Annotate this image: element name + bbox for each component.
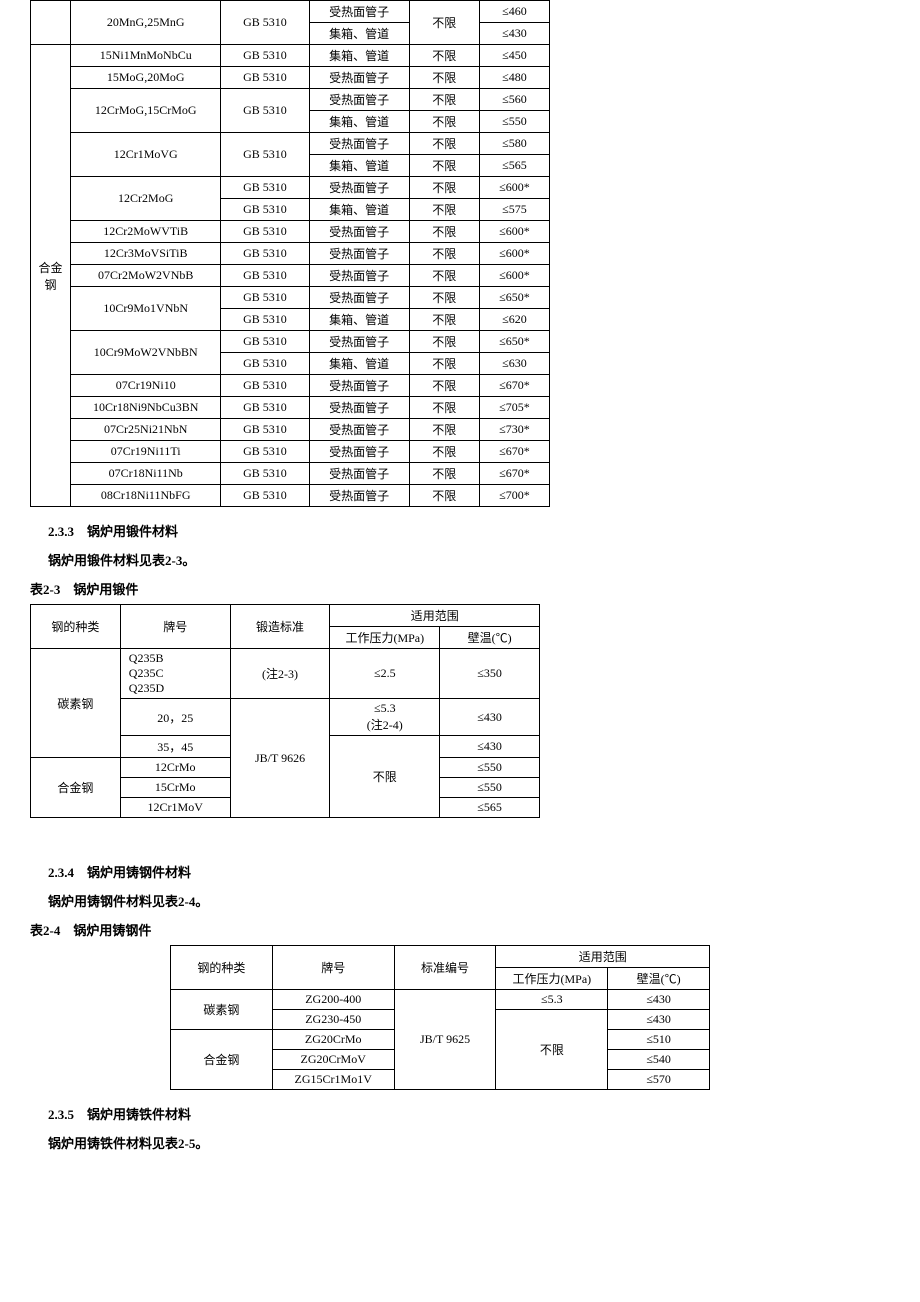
press-cell: ≤2.5 [330, 649, 440, 699]
table-row: 07Cr18Ni11Nb GB 5310 受热面管子 不限 ≤670* [31, 463, 550, 485]
temp-cell: ≤350 [440, 649, 540, 699]
th-standard: 锻造标准 [230, 605, 330, 649]
th-scope: 适用范围 [330, 605, 540, 627]
th-temp: 壁温(℃) [440, 627, 540, 649]
table-row: 10Cr18Ni9NbCu3BN GB 5310 受热面管子 不限 ≤705* [31, 397, 550, 419]
std-cell: JB/T 9625 [394, 990, 496, 1090]
section-heading-235: 2.3.5 锅炉用铸铁件材料 [48, 1104, 920, 1123]
temp-cell: ≤460 [479, 1, 549, 23]
table-header-row: 钢的种类 牌号 锻造标准 适用范围 [31, 605, 540, 627]
castings-table: 钢的种类 牌号 标准编号 适用范围 工作压力(MPa) 壁温(℃) 碳素钢 ZG… [170, 945, 710, 1090]
std-cell: GB 5310 [221, 1, 309, 45]
table-row: 12CrMoG,15CrMoG GB 5310 受热面管子 不限 ≤560 [31, 89, 550, 111]
table-row: 07Cr25Ni21NbN GB 5310 受热面管子 不限 ≤730* [31, 419, 550, 441]
press-cell: 不限 [496, 1010, 608, 1090]
grade-cell: ZG200-400 [272, 990, 394, 1010]
table-row: 10Cr9Mo1VNbN GB 5310 受热面管子 不限 ≤650* [31, 287, 550, 309]
table-header-row: 钢的种类 牌号 标准编号 适用范围 [171, 946, 710, 968]
table-row: 07Cr19Ni10 GB 5310 受热面管子 不限 ≤670* [31, 375, 550, 397]
grade-cell: 20MnG,25MnG [71, 1, 221, 45]
table2-caption: 表2-3 锅炉用锻件 [30, 579, 920, 598]
temp-cell: ≤450 [479, 45, 549, 67]
grade-cell: 15Ni1MnMoNbCu [71, 45, 221, 67]
temp-cell: ≤430 [479, 23, 549, 45]
section-heading-234: 2.3.4 锅炉用铸钢件材料 [48, 862, 920, 881]
th-pressure: 工作压力(MPa) [496, 968, 608, 990]
section-text-234: 锅炉用铸钢件材料见表2-4。 [48, 891, 920, 910]
materials-table-1: 20MnG,25MnG GB 5310 受热面管子 不限 ≤460 集箱、管道 … [30, 0, 550, 507]
category-cell: 合金钢 [31, 45, 71, 507]
table-row: 15MoG,20MoG GB 5310 受热面管子 不限 ≤480 [31, 67, 550, 89]
part-cell: 集箱、管道 [309, 45, 409, 67]
press-cell: 不限 [409, 45, 479, 67]
th-category: 钢的种类 [171, 946, 273, 990]
std-cell: (注2-3) [230, 649, 330, 699]
th-grade: 牌号 [272, 946, 394, 990]
table-row: 12Cr3MoVSiTiB GB 5310 受热面管子 不限 ≤600* [31, 243, 550, 265]
forgings-table: 钢的种类 牌号 锻造标准 适用范围 工作压力(MPa) 壁温(℃) 碳素钢 Q2… [30, 604, 540, 818]
category-cell: 合金钢 [31, 758, 121, 818]
press-cell: 不限 [409, 1, 479, 45]
table-row: 合金钢 15Ni1MnMoNbCu GB 5310 集箱、管道 不限 ≤450 [31, 45, 550, 67]
press-cell: ≤5.3 [496, 990, 608, 1010]
std-cell: JB/T 9626 [230, 699, 330, 818]
th-temp: 壁温(℃) [608, 968, 710, 990]
category-cell: 碳素钢 [171, 990, 273, 1030]
th-standard: 标准编号 [394, 946, 496, 990]
table-row: 12Cr2MoG GB 5310 受热面管子 不限 ≤600* [31, 177, 550, 199]
th-pressure: 工作压力(MPa) [330, 627, 440, 649]
table-row: 碳素钢 ZG200-400 JB/T 9625 ≤5.3 ≤430 [171, 990, 710, 1010]
part-cell: 受热面管子 [309, 1, 409, 23]
category-cell: 碳素钢 [31, 649, 121, 758]
table-row: 12Cr2MoWVTiB GB 5310 受热面管子 不限 ≤600* [31, 221, 550, 243]
table-row: 12Cr1MoVG GB 5310 受热面管子 不限 ≤580 [31, 133, 550, 155]
table-row: 07Cr2MoW2VNbB GB 5310 受热面管子 不限 ≤600* [31, 265, 550, 287]
section-heading-233: 2.3.3 锅炉用锻件材料 [48, 521, 920, 540]
std-cell: GB 5310 [221, 45, 309, 67]
table3-caption: 表2-4 锅炉用铸钢件 [30, 920, 920, 939]
th-grade: 牌号 [120, 605, 230, 649]
table-row: 10Cr9MoW2VNbBN GB 5310 受热面管子 不限 ≤650* [31, 331, 550, 353]
press-cell: 不限 [330, 736, 440, 818]
section-text-235: 锅炉用铸铁件材料见表2-5。 [48, 1133, 920, 1152]
th-scope: 适用范围 [496, 946, 710, 968]
section-text-233: 锅炉用锻件材料见表2-3。 [48, 550, 920, 569]
table-row: 碳素钢 Q235B Q235C Q235D (注2-3) ≤2.5 ≤350 [31, 649, 540, 699]
grade-cell: Q235B Q235C Q235D [120, 649, 230, 699]
th-category: 钢的种类 [31, 605, 121, 649]
temp-cell: ≤430 [608, 990, 710, 1010]
table-row: 20MnG,25MnG GB 5310 受热面管子 不限 ≤460 [31, 1, 550, 23]
table-row: 07Cr19Ni11Ti GB 5310 受热面管子 不限 ≤670* [31, 441, 550, 463]
part-cell: 集箱、管道 [309, 23, 409, 45]
category-cell: 合金钢 [171, 1030, 273, 1090]
table-row: 08Cr18Ni11NbFG GB 5310 受热面管子 不限 ≤700* [31, 485, 550, 507]
